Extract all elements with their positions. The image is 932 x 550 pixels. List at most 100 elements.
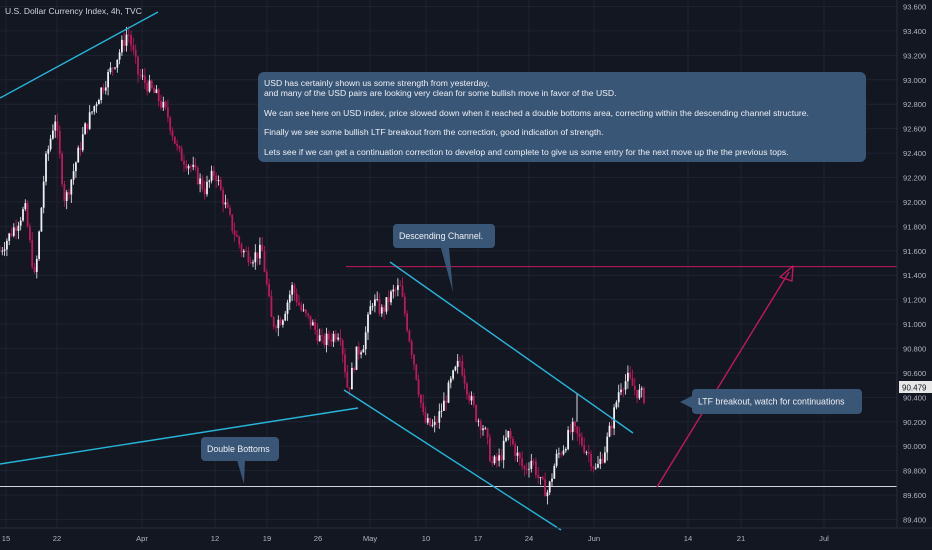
key-levels <box>0 266 897 488</box>
candle-body <box>75 162 77 172</box>
main-note-callout[interactable]: USD has certainly shown us some strength… <box>258 72 866 162</box>
current-price-value: 90.479 <box>902 384 927 393</box>
candle-body <box>100 87 103 101</box>
candle-body <box>162 101 165 108</box>
candle-body <box>210 170 213 181</box>
candle-body <box>378 299 381 314</box>
candle-body <box>535 461 537 476</box>
price-tick-label: 92.600 <box>903 125 926 134</box>
candle-body <box>111 67 114 69</box>
candle-body <box>38 231 40 259</box>
candle-body <box>615 402 618 408</box>
candle-body <box>29 226 31 240</box>
candle-body <box>408 330 411 342</box>
candle-body <box>330 339 333 342</box>
candle-body <box>436 421 438 423</box>
projection-arrow-head <box>779 265 794 282</box>
candle-body <box>583 445 586 453</box>
candle-body <box>321 335 323 337</box>
candle-body <box>47 149 50 154</box>
candle-body <box>93 106 96 112</box>
candle-body <box>146 82 149 92</box>
candle-body <box>153 87 155 93</box>
candle-body <box>224 202 227 205</box>
price-tick-label: 92.800 <box>903 100 926 109</box>
note-line-3: We can see here on USD index, price slow… <box>264 108 809 118</box>
candle-body <box>231 214 234 231</box>
candle-body <box>196 167 199 185</box>
candle-body <box>631 377 634 386</box>
candle-body <box>498 455 500 461</box>
candle-body <box>567 430 569 450</box>
candle-body <box>155 89 158 93</box>
candle-body <box>307 313 310 316</box>
trend-drawings <box>0 11 794 531</box>
candle-body <box>479 420 482 431</box>
candle-body <box>422 402 425 412</box>
price-tick-label: 92.400 <box>903 149 926 158</box>
candle-body <box>466 383 468 395</box>
candle-body <box>141 75 144 77</box>
price-tick-label: 91.000 <box>903 320 926 329</box>
price-tick-label: 93.000 <box>903 76 926 85</box>
candle-body <box>173 136 176 144</box>
candle-body <box>560 453 563 455</box>
candle-body <box>443 400 445 411</box>
price-tick-label: 93.600 <box>903 3 926 12</box>
candle-body <box>440 410 443 412</box>
candle-body <box>551 478 553 482</box>
candle-body <box>459 360 461 362</box>
candle-body <box>215 175 218 182</box>
candle-body <box>226 202 229 208</box>
price-tick-label: 91.600 <box>903 247 926 256</box>
price-tick-label: 90.600 <box>903 369 926 378</box>
candle-body <box>528 468 530 470</box>
candle-body <box>102 87 105 91</box>
price-tick-label: 91.800 <box>903 222 926 231</box>
candle-body <box>424 411 427 423</box>
candle-body <box>77 147 80 163</box>
time-tick-label: 22 <box>53 534 61 543</box>
candle-body <box>169 117 172 131</box>
time-tick-label: Jun <box>588 534 600 543</box>
candle-body <box>592 466 595 469</box>
candle-body <box>229 207 231 215</box>
candle-body <box>555 453 558 466</box>
price-axis[interactable]: 93.600 93.400 93.200 93.000 92.800 92.600 92.4… <box>903 3 926 525</box>
candle-body <box>19 220 22 226</box>
double-bottom-callout[interactable]: Double Bottoms <box>201 437 279 484</box>
candle-body <box>502 440 505 461</box>
candle-body <box>558 453 560 455</box>
candle-body <box>371 305 374 307</box>
candle-body <box>597 463 599 468</box>
candlesticks <box>0 26 645 505</box>
time-tick-label: 12 <box>211 534 219 543</box>
candle-body <box>148 80 151 92</box>
projection-arrow-line <box>656 271 790 488</box>
candle-body <box>42 181 45 208</box>
candle-body <box>364 332 367 350</box>
breakout-label-callout[interactable]: LTF breakout, watch for continuations <box>680 389 862 414</box>
candle-body <box>282 320 284 325</box>
candle-body <box>314 322 316 330</box>
candle-body <box>323 335 326 345</box>
candle-body <box>482 428 484 431</box>
candle-body <box>454 366 457 371</box>
candle-body <box>643 388 645 403</box>
candle-body <box>242 250 245 253</box>
candle-body <box>486 428 489 438</box>
candle-body <box>1 250 4 252</box>
candle-body <box>624 381 627 390</box>
price-tick-label: 93.200 <box>903 51 926 60</box>
candle-body <box>49 138 52 150</box>
time-tick-label: Jul <box>819 534 829 543</box>
candle-body <box>52 130 54 139</box>
candle-body <box>311 322 314 326</box>
candle-body <box>525 469 528 470</box>
upper-trendline <box>0 11 159 99</box>
candle-body <box>633 385 636 391</box>
candle-body <box>247 250 250 263</box>
channel-label-callout[interactable]: Descending Channel. <box>393 224 495 292</box>
time-axis[interactable]: 15 22 Apr 12 19 26 May 10 17 24 Jun 14 21 Jul <box>2 534 829 543</box>
